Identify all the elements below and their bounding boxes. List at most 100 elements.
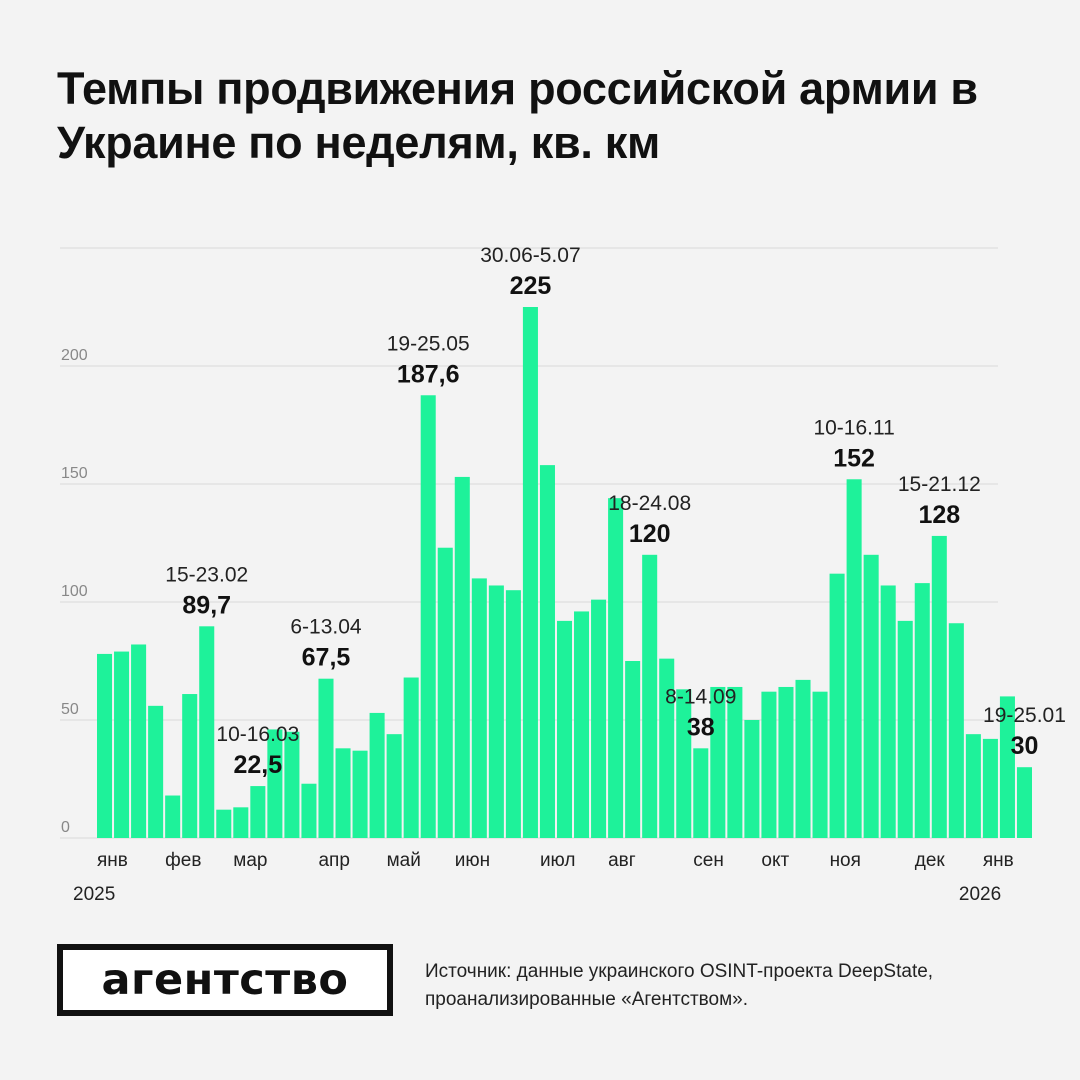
annotation-date: 6-13.04 <box>290 616 362 639</box>
annotation-value: 67,5 <box>302 644 351 672</box>
bar <box>233 807 249 838</box>
bar <box>505 590 521 838</box>
month-label: июл <box>540 850 576 871</box>
bar <box>608 498 624 838</box>
month-label: фев <box>165 850 201 871</box>
annotation-value: 38 <box>687 713 715 741</box>
month-label: май <box>387 850 421 871</box>
logo-text: агентство <box>101 954 349 1005</box>
bar <box>386 734 402 838</box>
bar <box>693 748 709 838</box>
bar <box>795 679 811 838</box>
bar <box>829 573 845 838</box>
source-note: Источник: данные украинского OSINT-проек… <box>425 961 934 1010</box>
bar <box>318 678 334 838</box>
y-tick-label: 0 <box>61 819 70 836</box>
bar <box>948 623 964 838</box>
bar <box>846 479 862 838</box>
bar <box>761 691 777 838</box>
bar <box>284 731 300 838</box>
bar <box>778 686 794 838</box>
month-label: дек <box>915 850 946 871</box>
annotation-value: 120 <box>629 520 671 548</box>
bar <box>863 554 879 838</box>
bar <box>199 626 215 838</box>
bar <box>659 658 675 838</box>
month-label: мар <box>233 850 267 871</box>
bar <box>897 620 913 838</box>
month-label: окт <box>761 850 789 871</box>
annotation-date: 15-21.12 <box>898 473 981 496</box>
bar <box>114 651 130 838</box>
bar <box>522 307 538 838</box>
annotation-date: 10-16.03 <box>216 723 299 746</box>
annotation-value: 30 <box>1011 732 1039 760</box>
annotation-date: 8-14.09 <box>665 685 736 708</box>
annotations: 15-23.02 89,7 10-16.03 22,5 6-13.04 67,5 19-25… <box>165 244 1066 779</box>
annotation-value: 89,7 <box>182 591 231 619</box>
bar <box>931 535 947 838</box>
bars <box>97 307 1032 838</box>
y-tick-label: 50 <box>61 701 79 718</box>
annotation-value: 187,6 <box>397 360 460 388</box>
month-label: апр <box>318 850 349 871</box>
y-tick-label: 200 <box>61 347 88 364</box>
bar <box>574 611 590 838</box>
bar <box>642 554 658 838</box>
agentstvo-logo: агентство <box>57 944 393 1016</box>
bar <box>420 395 436 838</box>
page-title: Темпы продвижения российской армии в Укр… <box>57 63 978 168</box>
bar <box>369 712 385 838</box>
bar <box>676 689 692 838</box>
annotation-value: 128 <box>918 501 960 529</box>
annotation-date: 30.06-5.07 <box>480 244 580 267</box>
bar <box>97 653 113 838</box>
axis-labels: янв фев мар апр май июн июл авг сен окт ноя дек янв 2… <box>73 850 1014 905</box>
bar <box>250 786 266 838</box>
bar <box>982 738 998 838</box>
bar <box>1016 767 1032 838</box>
bar <box>625 661 641 838</box>
year-label: 2025 <box>73 884 115 905</box>
bar <box>182 694 198 838</box>
month-label: янв <box>983 850 1014 871</box>
month-label: сен <box>693 850 724 871</box>
month-label: ноя <box>830 850 861 871</box>
bar <box>539 465 555 838</box>
bar <box>471 578 487 838</box>
bar <box>556 620 573 838</box>
bar <box>165 795 181 838</box>
bar-chart: 0 50 100 150 200 15-23.02 89,7 10-16.03 22,5 6-1… <box>60 244 1066 905</box>
month-label: янв <box>97 850 128 871</box>
bar <box>352 750 368 838</box>
year-label: 2026 <box>959 884 1001 905</box>
bar <box>880 585 896 838</box>
annotation-date: 19-25.01 <box>983 704 1066 727</box>
bar <box>131 644 147 838</box>
annotation-value: 152 <box>833 444 875 472</box>
annotation-value: 225 <box>510 272 552 300</box>
bar <box>965 734 981 838</box>
bar <box>488 585 504 838</box>
bar <box>335 748 351 838</box>
bar <box>403 677 419 838</box>
bar <box>216 809 232 838</box>
bar <box>812 691 828 838</box>
bar <box>591 599 607 838</box>
y-tick-label: 100 <box>61 583 88 600</box>
annotation-date: 19-25.05 <box>387 332 470 355</box>
annotation-date: 15-23.02 <box>165 563 248 586</box>
bar <box>999 696 1015 838</box>
annotation-date: 10-16.11 <box>813 416 894 439</box>
bar <box>710 686 726 838</box>
bar <box>727 686 743 838</box>
bar <box>148 705 164 838</box>
y-tick-label: 150 <box>61 465 88 482</box>
bar <box>437 547 453 838</box>
bar <box>267 729 283 838</box>
bar <box>454 476 470 838</box>
annotation-date: 18-24.08 <box>608 492 691 515</box>
month-label: авг <box>608 850 636 871</box>
month-label: июн <box>455 850 490 871</box>
bar <box>914 583 930 838</box>
